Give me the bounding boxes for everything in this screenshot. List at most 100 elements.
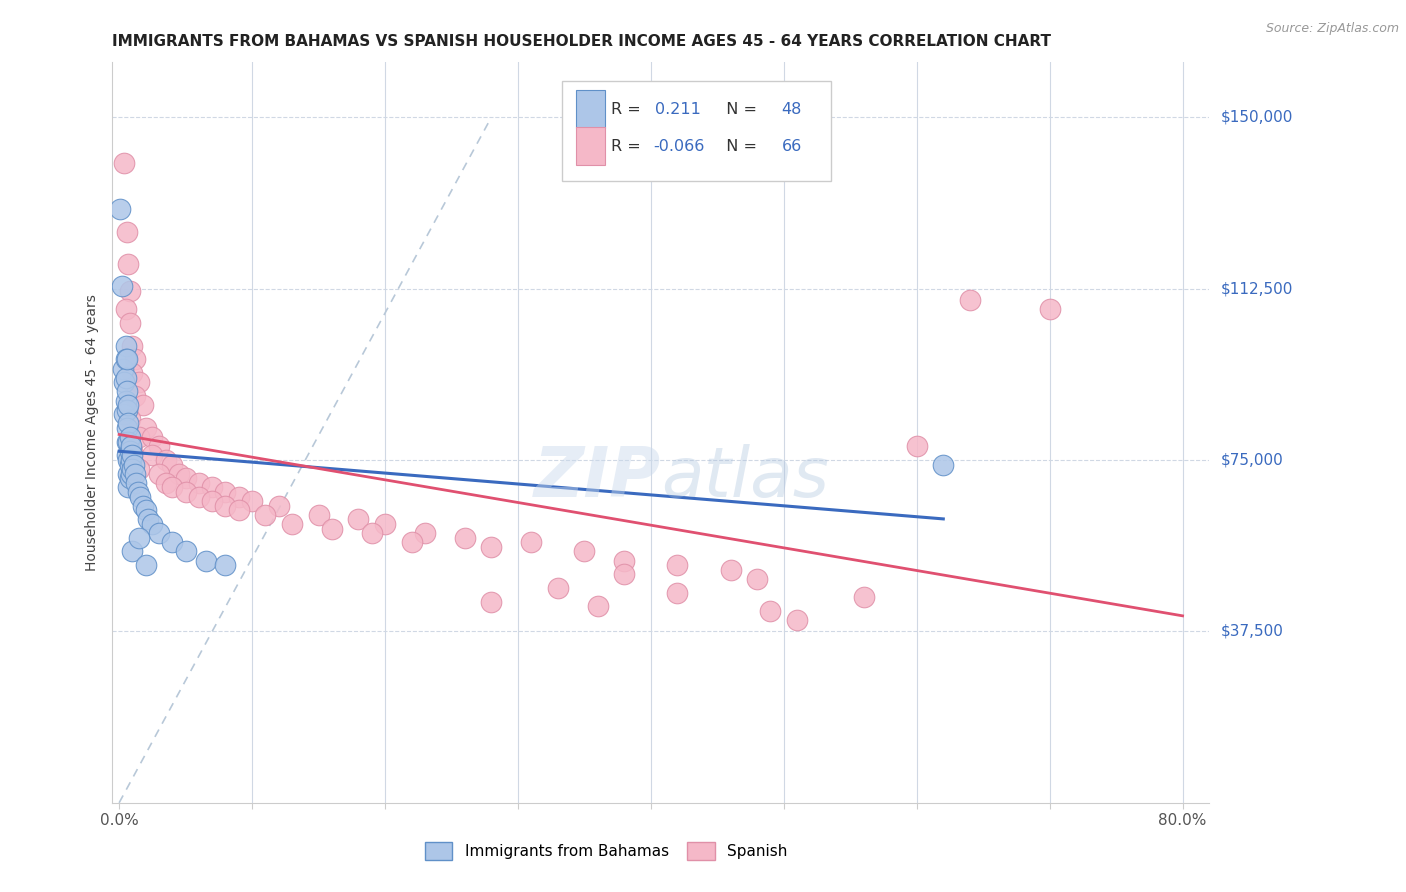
- Point: [666, 585, 689, 599]
- Point: [141, 449, 163, 463]
- Point: [194, 553, 217, 567]
- Point: [747, 572, 769, 586]
- FancyBboxPatch shape: [576, 127, 605, 165]
- Point: [117, 398, 139, 412]
- Point: [187, 490, 209, 504]
- Text: 66: 66: [782, 138, 801, 153]
- Point: [124, 389, 146, 403]
- Point: [162, 535, 184, 549]
- Point: [115, 384, 138, 399]
- Text: $150,000: $150,000: [1220, 110, 1292, 125]
- Point: [201, 480, 224, 494]
- Point: [115, 402, 138, 417]
- Point: [132, 398, 155, 412]
- Point: [117, 453, 139, 467]
- FancyBboxPatch shape: [576, 90, 605, 128]
- Point: [121, 462, 143, 476]
- Point: [132, 499, 155, 513]
- Text: $75,000: $75,000: [1220, 452, 1284, 467]
- Point: [120, 467, 142, 481]
- Point: [124, 467, 146, 481]
- Point: [114, 371, 136, 385]
- Text: R =: R =: [612, 102, 651, 117]
- Point: [114, 376, 136, 390]
- Point: [155, 475, 177, 490]
- Point: [114, 156, 136, 170]
- Point: [201, 494, 224, 508]
- Point: [135, 503, 157, 517]
- Point: [228, 503, 250, 517]
- Point: [162, 480, 184, 494]
- Text: 0.211: 0.211: [655, 102, 702, 117]
- Point: [240, 494, 263, 508]
- Point: [110, 202, 132, 216]
- Text: N =: N =: [716, 102, 762, 117]
- Point: [135, 421, 157, 435]
- Point: [174, 485, 197, 500]
- Point: [148, 439, 170, 453]
- Point: [117, 417, 139, 431]
- Point: [124, 352, 146, 367]
- Point: [174, 544, 197, 558]
- Point: [214, 499, 236, 513]
- Point: [167, 467, 190, 481]
- Point: [720, 563, 742, 577]
- Point: [112, 361, 135, 376]
- Point: [586, 599, 609, 614]
- Point: [115, 449, 138, 463]
- Point: [479, 540, 502, 554]
- Point: [135, 558, 157, 573]
- Point: [114, 339, 136, 353]
- Point: [187, 475, 209, 490]
- Point: [347, 512, 370, 526]
- Point: [117, 434, 139, 449]
- Point: [905, 439, 928, 453]
- Point: [117, 256, 139, 270]
- Point: [117, 467, 139, 481]
- Point: [174, 471, 197, 485]
- Point: [114, 408, 136, 422]
- Point: [128, 462, 150, 476]
- Point: [129, 490, 152, 504]
- Text: $37,500: $37,500: [1220, 624, 1284, 639]
- Text: $112,500: $112,500: [1220, 281, 1292, 296]
- Text: N =: N =: [716, 138, 762, 153]
- Point: [114, 352, 136, 367]
- Point: [413, 526, 436, 541]
- Point: [111, 279, 134, 293]
- Y-axis label: Householder Income Ages 45 - 64 years: Householder Income Ages 45 - 64 years: [86, 294, 100, 571]
- Text: atlas: atlas: [661, 443, 828, 510]
- Text: IMMIGRANTS FROM BAHAMAS VS SPANISH HOUSEHOLDER INCOME AGES 45 - 64 YEARS CORRELA: IMMIGRANTS FROM BAHAMAS VS SPANISH HOUSE…: [112, 34, 1052, 49]
- FancyBboxPatch shape: [562, 81, 831, 181]
- Point: [666, 558, 689, 573]
- Point: [479, 595, 502, 609]
- Point: [155, 453, 177, 467]
- Point: [115, 421, 138, 435]
- Point: [118, 458, 141, 472]
- Point: [932, 458, 955, 472]
- Text: -0.066: -0.066: [654, 138, 704, 153]
- Point: [852, 590, 875, 604]
- Text: R =: R =: [612, 138, 647, 153]
- Point: [374, 516, 396, 531]
- Point: [1039, 302, 1062, 317]
- Point: [114, 393, 136, 408]
- Point: [118, 412, 141, 426]
- Point: [141, 430, 163, 444]
- Point: [122, 458, 145, 472]
- Point: [141, 516, 163, 531]
- Point: [613, 567, 636, 582]
- Point: [281, 516, 304, 531]
- Point: [128, 430, 150, 444]
- Point: [308, 508, 330, 522]
- Point: [228, 490, 250, 504]
- Point: [401, 535, 423, 549]
- Point: [114, 302, 136, 317]
- Point: [360, 526, 382, 541]
- Point: [121, 339, 143, 353]
- Point: [613, 553, 636, 567]
- Point: [117, 480, 139, 494]
- Point: [254, 508, 277, 522]
- Point: [128, 531, 150, 545]
- Point: [786, 613, 808, 627]
